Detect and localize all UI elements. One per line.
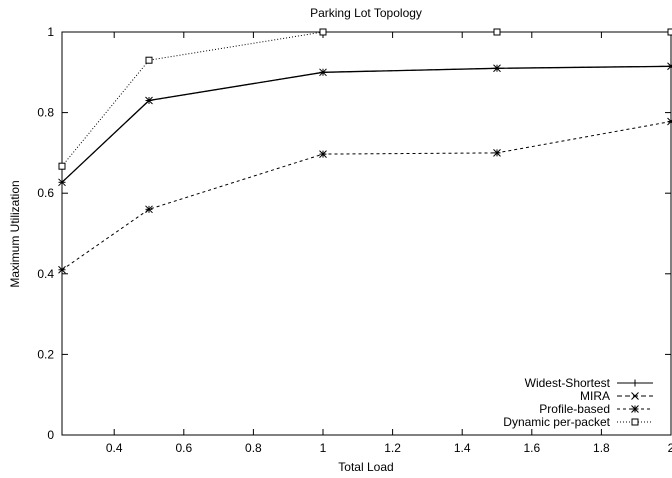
x-tick-label: 2: [668, 441, 672, 455]
legend-marker: [631, 392, 639, 400]
legend-marker: [631, 418, 639, 426]
data-point: [145, 56, 153, 64]
y-tick-label: 0.6: [37, 186, 54, 200]
data-point: [58, 178, 66, 187]
y-axis-label: Maximum Utilization: [8, 180, 22, 287]
data-point: [667, 117, 672, 126]
marker-stroke: [667, 119, 672, 126]
data-point: [493, 28, 501, 36]
legend-label: Dynamic per-packet: [503, 415, 610, 429]
series-line: [61, 65, 672, 183]
data-point: [667, 28, 672, 36]
y-tick-label: 0.4: [37, 267, 54, 281]
data-point: [319, 68, 327, 77]
plot-frame: [61, 31, 672, 436]
data-point: [493, 64, 501, 73]
legend-label: MIRA: [580, 389, 610, 403]
x-axis-label: Total Load: [338, 460, 393, 474]
marker-square: [493, 28, 501, 36]
x-tick-label: 0.6: [175, 441, 192, 455]
data-point: [667, 62, 672, 71]
marker-stroke: [145, 205, 153, 214]
marker-stroke: [319, 68, 327, 77]
marker-square: [319, 28, 327, 36]
data-point: [319, 150, 327, 158]
y-tick-label: 0.8: [37, 106, 54, 120]
marker-stroke: [631, 392, 639, 400]
marker-square: [145, 56, 153, 64]
legend-entry: Widest-Shortest: [525, 376, 653, 390]
marker-stroke: [667, 64, 672, 71]
x-tick-label: 0.8: [245, 441, 262, 455]
x-tick-label: 1.4: [454, 441, 471, 455]
series-line: [61, 65, 672, 183]
marker-stroke: [493, 149, 501, 157]
x-tick-label: 0.4: [106, 441, 123, 455]
chart-title: Parking Lot Topology: [310, 6, 422, 20]
x-tick-label: 1.2: [384, 441, 401, 455]
marker-square: [631, 418, 639, 426]
x-tick-label: 1: [320, 441, 327, 455]
marker-square: [667, 28, 672, 36]
series-line: [61, 121, 672, 271]
marker-stroke: [58, 265, 66, 274]
legend-entry: MIRA: [580, 389, 653, 403]
marker-stroke: [631, 405, 639, 413]
series-dynamic-per-packet: [58, 28, 672, 170]
marker-stroke: [145, 96, 153, 105]
marker-square: [58, 162, 66, 170]
data-point: [58, 265, 66, 274]
marker-stroke: [319, 150, 327, 158]
x-tick-label: 1.6: [523, 441, 540, 455]
legend-entry: Dynamic per-packet: [503, 415, 653, 429]
legend-label: Profile-based: [539, 402, 610, 416]
series-mira: [58, 62, 672, 187]
series-layer: [58, 28, 672, 274]
data-point: [319, 28, 327, 36]
legend-entry: Profile-based: [539, 402, 653, 416]
legend-marker: [631, 379, 639, 387]
axes: 0.4 0.6 0.8 1 1.2 1.4 1.6 1.8 2 0 0.2 0.4 0.6 0.8 1: [37, 25, 672, 455]
series-line: [61, 31, 671, 167]
legend-label: Widest-Shortest: [525, 376, 611, 390]
series-widest-shortest: [58, 62, 672, 186]
marker-stroke: [493, 64, 501, 73]
data-point: [58, 162, 66, 170]
data-point: [493, 149, 501, 157]
legend-marker: [631, 405, 639, 413]
marker-stroke: [58, 178, 66, 187]
series-profile-based: [58, 117, 672, 274]
y-tick-label: 1: [47, 25, 54, 39]
x-tick-label: 1.8: [593, 441, 610, 455]
data-point: [145, 205, 153, 214]
legend: Widest-ShortestMIRAProfile-basedDynamic …: [503, 376, 653, 429]
data-point: [145, 96, 153, 105]
y-tick-label: 0.2: [37, 347, 54, 361]
y-tick-label: 0: [47, 428, 54, 442]
